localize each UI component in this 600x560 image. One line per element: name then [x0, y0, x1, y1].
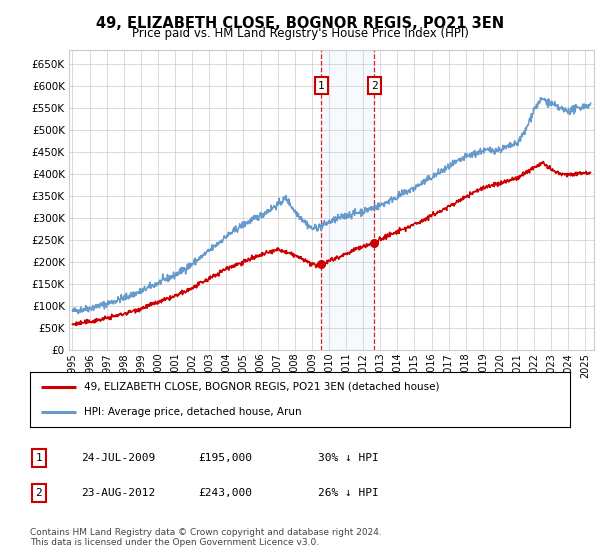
Text: 1: 1	[35, 453, 43, 463]
Text: 1: 1	[318, 81, 325, 91]
Text: 26% ↓ HPI: 26% ↓ HPI	[318, 488, 379, 498]
Text: 49, ELIZABETH CLOSE, BOGNOR REGIS, PO21 3EN: 49, ELIZABETH CLOSE, BOGNOR REGIS, PO21 …	[96, 16, 504, 31]
Text: £243,000: £243,000	[198, 488, 252, 498]
Text: Contains HM Land Registry data © Crown copyright and database right 2024.
This d: Contains HM Land Registry data © Crown c…	[30, 528, 382, 547]
Text: 2: 2	[35, 488, 43, 498]
Text: 24-JUL-2009: 24-JUL-2009	[81, 453, 155, 463]
Text: 30% ↓ HPI: 30% ↓ HPI	[318, 453, 379, 463]
Text: HPI: Average price, detached house, Arun: HPI: Average price, detached house, Arun	[84, 407, 302, 417]
Text: 2: 2	[371, 81, 377, 91]
Bar	[322, 50, 374, 350]
Text: £195,000: £195,000	[198, 453, 252, 463]
Text: 49, ELIZABETH CLOSE, BOGNOR REGIS, PO21 3EN (detached house): 49, ELIZABETH CLOSE, BOGNOR REGIS, PO21 …	[84, 382, 439, 391]
Text: 23-AUG-2012: 23-AUG-2012	[81, 488, 155, 498]
Text: Price paid vs. HM Land Registry's House Price Index (HPI): Price paid vs. HM Land Registry's House …	[131, 27, 469, 40]
